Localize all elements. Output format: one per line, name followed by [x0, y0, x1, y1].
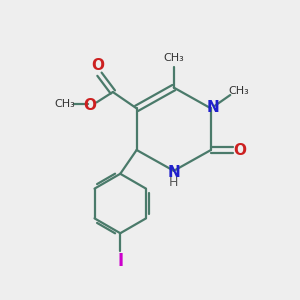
- Text: N: N: [207, 100, 219, 115]
- Text: CH₃: CH₃: [164, 53, 184, 64]
- Text: N: N: [168, 165, 181, 180]
- Text: CH₃: CH₃: [54, 99, 75, 109]
- Text: O: O: [83, 98, 97, 113]
- Text: I: I: [117, 252, 123, 270]
- Text: O: O: [233, 142, 246, 158]
- Text: O: O: [92, 58, 104, 74]
- Text: CH₃: CH₃: [228, 86, 249, 96]
- Text: H: H: [169, 176, 178, 189]
